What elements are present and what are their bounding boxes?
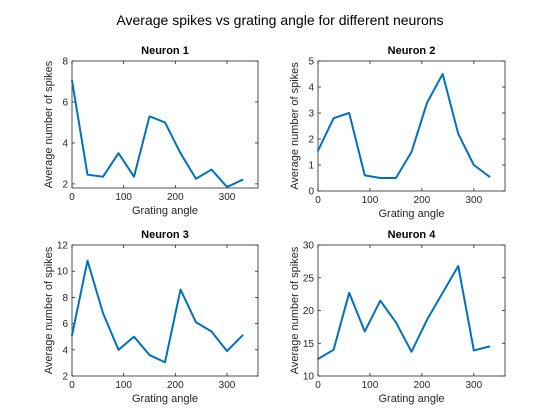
series-line bbox=[317, 73, 491, 179]
subplot-title: Neuron 4 bbox=[388, 229, 437, 241]
y-axis-label: Average number of spikes bbox=[43, 246, 55, 374]
x-axis-label: Grating angle bbox=[132, 393, 198, 405]
subplot-neuron-2: Neuron 2 0 100 200 300 0 1 2 3 4 5 Grating angle Ave… bbox=[289, 45, 506, 220]
y-axis-label: Average number of spikes bbox=[289, 62, 301, 190]
x-axis-label: Grating angle bbox=[378, 208, 444, 220]
subplot-neuron-3: Neuron 3 0 100 200 300 2 4 6 8 10 12 Grating angle A… bbox=[43, 229, 259, 405]
figure-title: Average spikes vs grating angle for diff… bbox=[116, 12, 443, 28]
x-tick-label: 100 bbox=[115, 192, 132, 203]
y-tick-label: 6 bbox=[62, 97, 68, 108]
subplot-title: Neuron 3 bbox=[141, 229, 189, 241]
axes-box bbox=[71, 244, 259, 377]
x-tick-label: 300 bbox=[219, 192, 236, 203]
x-tick-label: 0 bbox=[69, 192, 75, 203]
y-tick-label: 4 bbox=[62, 345, 68, 356]
subplot-title: Neuron 2 bbox=[388, 45, 436, 57]
x-tick-label: 200 bbox=[414, 380, 431, 391]
y-tick-label: 15 bbox=[303, 339, 315, 350]
y-tick-label: 5 bbox=[308, 57, 314, 68]
x-tick-label: 200 bbox=[414, 195, 431, 206]
series-line bbox=[71, 259, 244, 364]
x-tick-label: 300 bbox=[465, 195, 482, 206]
x-tick-label: 0 bbox=[315, 195, 321, 206]
y-tick-label: 2 bbox=[308, 135, 314, 146]
y-tick-label: 2 bbox=[62, 372, 68, 383]
subplot-neuron-1: Neuron 1 0 100 200 300 2 4 6 8 Grating angle Avera… bbox=[43, 45, 259, 217]
y-tick-label: 30 bbox=[303, 241, 315, 252]
x-tick-label: 100 bbox=[115, 380, 132, 391]
y-axis-label: Average number of spikes bbox=[289, 246, 301, 374]
y-tick-label: 4 bbox=[62, 138, 68, 149]
x-axis-label: Grating angle bbox=[378, 393, 444, 405]
series-line bbox=[317, 264, 491, 360]
x-tick-label: 0 bbox=[69, 380, 75, 391]
y-tick-label: 6 bbox=[62, 319, 68, 330]
x-tick-label: 0 bbox=[315, 380, 321, 391]
subplot-title: Neuron 1 bbox=[141, 45, 189, 57]
x-tick-label: 200 bbox=[167, 192, 184, 203]
subplot-neuron-4: Neuron 4 0 100 200 300 10 15 20 25 30 Grating angl… bbox=[289, 229, 506, 405]
x-axis-label: Grating angle bbox=[132, 205, 198, 217]
x-tick-label: 100 bbox=[362, 380, 379, 391]
x-tick-label: 300 bbox=[465, 380, 482, 391]
y-tick-label: 0 bbox=[308, 187, 314, 198]
y-tick-label: 8 bbox=[62, 293, 68, 304]
axes-box bbox=[317, 244, 506, 377]
y-tick-label: 25 bbox=[303, 273, 315, 284]
series-line bbox=[71, 79, 244, 188]
axes-box bbox=[317, 60, 506, 192]
x-tick-label: 200 bbox=[167, 380, 184, 391]
x-tick-label: 100 bbox=[362, 195, 379, 206]
y-tick-label: 10 bbox=[303, 372, 315, 383]
y-tick-label: 12 bbox=[57, 241, 69, 252]
x-tick-label: 300 bbox=[219, 380, 236, 391]
y-tick-label: 1 bbox=[308, 161, 314, 172]
y-axis-label: Average number of spikes bbox=[43, 60, 55, 188]
y-tick-label: 10 bbox=[57, 267, 69, 278]
y-tick-label: 2 bbox=[62, 179, 68, 190]
y-tick-label: 3 bbox=[308, 109, 314, 120]
y-tick-label: 20 bbox=[303, 306, 315, 317]
y-tick-label: 4 bbox=[308, 83, 314, 94]
y-tick-label: 8 bbox=[62, 57, 68, 68]
